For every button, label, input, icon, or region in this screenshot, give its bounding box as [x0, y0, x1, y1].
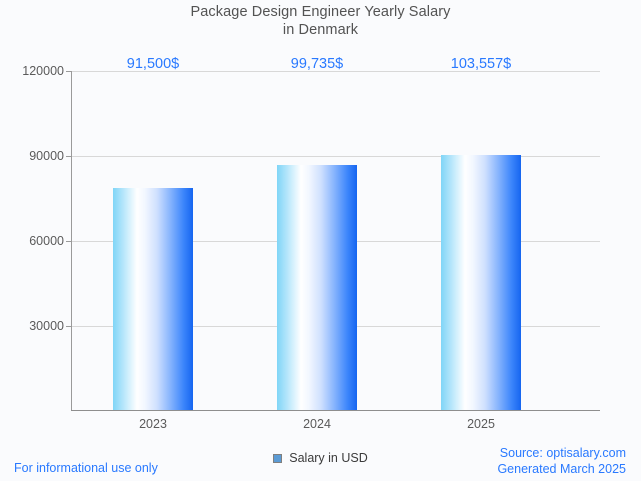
disclaimer-text: For informational use only	[14, 461, 158, 475]
y-tick-mark-90000	[66, 156, 71, 157]
y-tick-label-30000: 30000	[29, 319, 64, 333]
plot-area	[66, 71, 600, 411]
bar-2024[interactable]	[277, 165, 357, 410]
bar-2025[interactable]	[441, 155, 521, 410]
x-tick-label-2024: 2024	[303, 417, 331, 431]
gridline-90000	[71, 156, 600, 157]
chart-title-line-2: in Denmark	[282, 22, 359, 38]
source-text: Source: optisalary.com	[499, 446, 626, 460]
y-tick-mark-30000	[66, 326, 71, 327]
legend-swatch-icon	[273, 453, 283, 463]
gridline-120000	[71, 71, 600, 72]
y-axis-line	[71, 71, 72, 411]
generated-text: Generated March 2025	[497, 462, 626, 476]
y-axis-labels: 120000 90000 60000 30000	[0, 64, 64, 411]
data-label-2025: 103,557$	[450, 56, 512, 72]
x-tick-label-2025: 2025	[467, 417, 495, 431]
y-tick-label-120000: 120000	[22, 64, 64, 78]
source-info: Source: optisalary.com Generated March 2…	[497, 445, 626, 477]
chart-title: Package Design Engineer Yearly Salary in…	[0, 3, 641, 39]
y-tick-mark-60000	[66, 241, 71, 242]
y-tick-mark-120000	[66, 71, 71, 72]
data-label-2024: 99,735$	[290, 56, 344, 72]
bar-2023[interactable]	[113, 188, 193, 410]
chart-title-line-1: Package Design Engineer Yearly Salary	[190, 4, 451, 20]
x-axis-line	[71, 410, 600, 411]
data-label-2023: 91,500$	[126, 56, 180, 72]
chart-legend[interactable]: Salary in USD	[0, 451, 641, 465]
x-tick-label-2023: 2023	[139, 417, 167, 431]
y-tick-label-90000: 90000	[29, 149, 64, 163]
y-tick-label-60000: 60000	[29, 234, 64, 248]
legend-label-salary: Salary in USD	[289, 451, 368, 465]
